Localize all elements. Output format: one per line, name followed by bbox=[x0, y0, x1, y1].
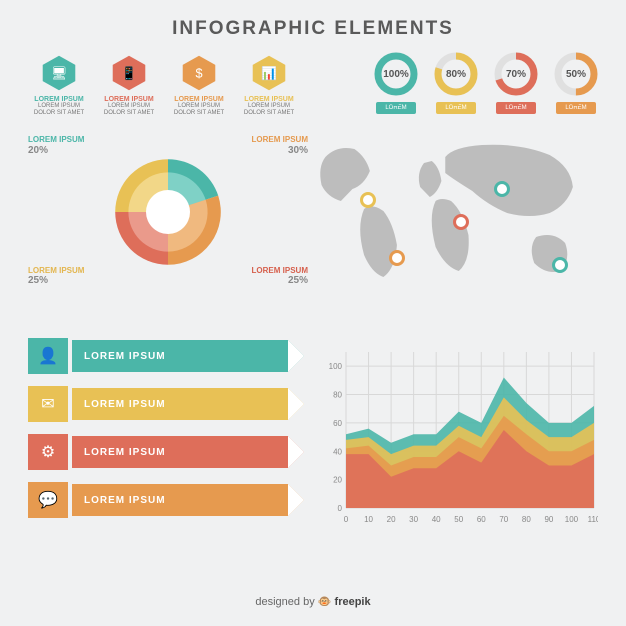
svg-text:70: 70 bbox=[499, 515, 508, 524]
world-map bbox=[308, 127, 598, 307]
hex-card: 📊 LOREM IPSUMLOREM IPSUM DOLOR SIT AMET bbox=[238, 54, 300, 117]
svg-text:0: 0 bbox=[344, 515, 349, 524]
arrow-banner: 👤 LOREM IPSUM bbox=[28, 338, 288, 374]
progress-ring: 50% LOREM bbox=[554, 52, 598, 114]
svg-text:100: 100 bbox=[329, 362, 343, 371]
svg-text:$: $ bbox=[195, 67, 202, 81]
ring-row: 100% LOREM 80% LOREM 70% LOREM 50% LOREM bbox=[374, 52, 598, 114]
arrow-banner: ⚙ LOREM IPSUM bbox=[28, 434, 288, 470]
svg-text:40: 40 bbox=[333, 447, 342, 456]
map-pin bbox=[453, 214, 469, 230]
svg-text:30: 30 bbox=[409, 515, 418, 524]
progress-ring: 100% LOREM bbox=[374, 52, 418, 114]
svg-text:110: 110 bbox=[588, 515, 598, 524]
mail-icon: ✉ bbox=[28, 386, 68, 422]
gear-icon: ⚙ bbox=[28, 434, 68, 470]
hex-card: $ LOREM IPSUMLOREM IPSUM DOLOR SIT AMET bbox=[168, 54, 230, 117]
progress-ring: 80% LOREM bbox=[434, 52, 478, 114]
svg-text:20: 20 bbox=[387, 515, 396, 524]
svg-text:📊: 📊 bbox=[261, 66, 277, 81]
svg-text:80: 80 bbox=[522, 515, 531, 524]
arrow-banner: 💬 LOREM IPSUM bbox=[28, 482, 288, 518]
svg-text:0: 0 bbox=[338, 504, 343, 513]
svg-text:60: 60 bbox=[477, 515, 486, 524]
area-chart: 0 20 40 60 80 100 0 10 20 30 40 50 60 70 80 90 100 110 bbox=[320, 346, 598, 526]
svg-text:40: 40 bbox=[432, 515, 441, 524]
arrow-banners: 👤 LOREM IPSUM ✉ LOREM IPSUM ⚙ LOREM IPSUM 💬… bbox=[28, 338, 288, 530]
svg-text:🖥: 🖥 bbox=[51, 67, 67, 81]
svg-text:100: 100 bbox=[565, 515, 579, 524]
map-pin bbox=[494, 181, 510, 197]
svg-text:10: 10 bbox=[364, 515, 373, 524]
svg-text:20: 20 bbox=[333, 476, 342, 485]
page-title: INFOGRAPHIC ELEMENTS bbox=[28, 18, 598, 40]
svg-text:50: 50 bbox=[454, 515, 463, 524]
user-icon: 👤 bbox=[28, 338, 68, 374]
progress-ring: 70% LOREM bbox=[494, 52, 538, 114]
attribution: designed by 🐵 freepik bbox=[0, 595, 626, 608]
svg-text:80: 80 bbox=[333, 391, 342, 400]
hex-card: 🖥 LOREM IPSUMLOREM IPSUM DOLOR SIT AMET bbox=[28, 54, 90, 117]
hex-card: 📱 LOREM IPSUMLOREM IPSUM DOLOR SIT AMET bbox=[98, 54, 160, 117]
map-pin bbox=[552, 257, 568, 273]
chat-icon: 💬 bbox=[28, 482, 68, 518]
map-pin bbox=[389, 250, 405, 266]
svg-text:60: 60 bbox=[333, 419, 342, 428]
svg-text:90: 90 bbox=[544, 515, 553, 524]
arrow-banner: ✉ LOREM IPSUM bbox=[28, 386, 288, 422]
svg-text:📱: 📱 bbox=[121, 66, 137, 81]
donut-chart: LOREM IPSUM20% LOREM IPSUM30% LOREM IPSU… bbox=[28, 127, 308, 307]
